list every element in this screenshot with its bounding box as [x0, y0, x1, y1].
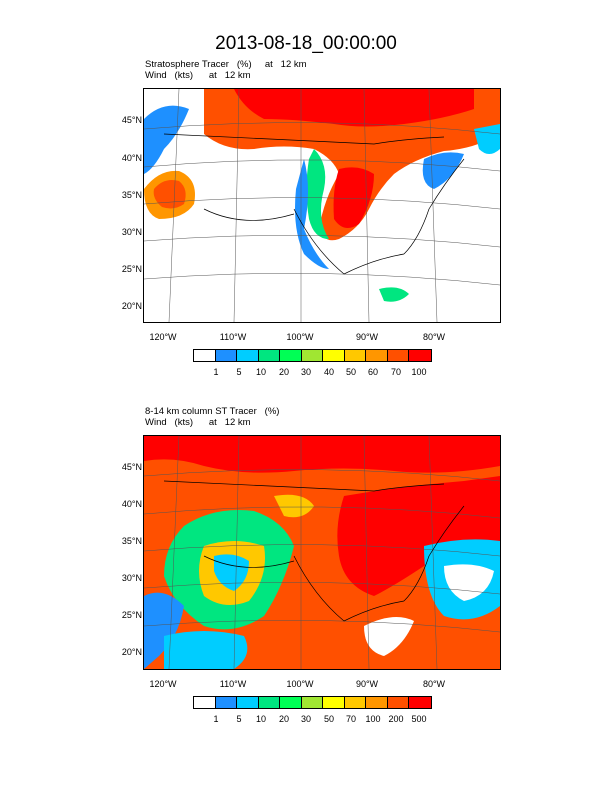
panel1-map	[143, 88, 501, 323]
colorbar-swatch	[387, 350, 409, 361]
colorbar-swatch	[215, 697, 237, 708]
colorbar-swatch	[280, 350, 302, 361]
panel1-colorbar-label: 60	[367, 367, 378, 377]
panel2-lat-label: 25°N	[121, 610, 142, 620]
colorbar-swatch	[215, 350, 237, 361]
panel1-lat-label: 25°N	[121, 264, 142, 274]
colorbar-swatch	[366, 697, 388, 708]
panel2-colorbar-label: 100	[365, 714, 381, 724]
colorbar-swatch	[258, 350, 280, 361]
colorbar-swatch	[323, 697, 345, 708]
panel1-subtitle-line1: Stratosphere Tracer (%) at 12 km	[145, 59, 307, 70]
panel2-colorbar-label: 30	[300, 714, 311, 724]
panel2-colorbar-label: 50	[323, 714, 334, 724]
panel2-lon-label: 90°W	[355, 679, 379, 689]
panel2-colorbar	[193, 696, 432, 709]
panel2-colorbar-label: 70	[345, 714, 356, 724]
colorbar-swatch	[194, 697, 216, 708]
panel1-colorbar-label: 100	[411, 367, 427, 377]
colorbar-swatch	[301, 697, 323, 708]
panel2-lat-label: 30°N	[121, 573, 142, 583]
panel1-colorbar-label: 30	[300, 367, 311, 377]
colorbar-swatch	[366, 350, 388, 361]
panel2-lat-label: 40°N	[121, 499, 142, 509]
panel2-colorbar-label: 5	[236, 714, 242, 724]
colorbar-swatch	[409, 350, 431, 361]
figure-title: 2013-08-18_00:00:00	[215, 33, 397, 54]
panel1-colorbar-label: 5	[236, 367, 242, 377]
colorbar-swatch	[387, 697, 409, 708]
panel1-lat-label: 40°N	[121, 153, 142, 163]
panel2-colorbar-label: 1	[213, 714, 219, 724]
colorbar-swatch	[323, 350, 345, 361]
panel1-colorbar-label: 10	[255, 367, 266, 377]
colorbar-swatch	[344, 697, 366, 708]
panel2-subtitle-line1: 8-14 km column ST Tracer (%)	[145, 406, 280, 417]
panel2-lon-label: 110°W	[219, 679, 247, 689]
colorbar-swatch	[237, 350, 259, 361]
panel2-map	[143, 435, 501, 670]
colorbar-swatch	[194, 350, 216, 361]
panel1-lat-label: 45°N	[121, 115, 142, 125]
colorbar-swatch	[280, 697, 302, 708]
panel2-lon-label: 100°W	[286, 679, 314, 689]
panel1-lon-label: 110°W	[219, 332, 247, 342]
panel2-lon-label: 120°W	[149, 679, 177, 689]
colorbar-swatch	[301, 350, 323, 361]
colorbar-swatch	[409, 697, 431, 708]
panel1-colorbar-label: 50	[345, 367, 356, 377]
panel2-colorbar-label: 20	[278, 714, 289, 724]
panel1-lat-label: 35°N	[121, 190, 142, 200]
panel1-colorbar-label: 40	[323, 367, 334, 377]
colorbar-swatch	[237, 697, 259, 708]
panel1-colorbar	[193, 349, 432, 362]
panel2-colorbar-label: 500	[411, 714, 427, 724]
panel1-lon-label: 90°W	[355, 332, 379, 342]
panel2-lat-label: 45°N	[121, 462, 142, 472]
panel2-colorbar-label: 200	[388, 714, 404, 724]
panel1-lon-label: 120°W	[149, 332, 177, 342]
panel1-lat-label: 30°N	[121, 227, 142, 237]
panel1-lon-label: 80°W	[422, 332, 446, 342]
panel2-subtitle-line2: Wind (kts) at 12 km	[145, 417, 251, 428]
colorbar-swatch	[258, 697, 280, 708]
panel2-lon-label: 80°W	[422, 679, 446, 689]
panel1-lat-label: 20°N	[121, 301, 142, 311]
panel2-lat-label: 20°N	[121, 647, 142, 657]
panel1-lon-label: 100°W	[286, 332, 314, 342]
panel1-subtitle-line2: Wind (kts) at 12 km	[145, 70, 251, 81]
panel2-lat-label: 35°N	[121, 536, 142, 546]
panel1-colorbar-label: 20	[278, 367, 289, 377]
panel1-colorbar-label: 1	[213, 367, 219, 377]
panel1-colorbar-label: 70	[390, 367, 401, 377]
panel2-colorbar-label: 10	[255, 714, 266, 724]
colorbar-swatch	[344, 350, 366, 361]
